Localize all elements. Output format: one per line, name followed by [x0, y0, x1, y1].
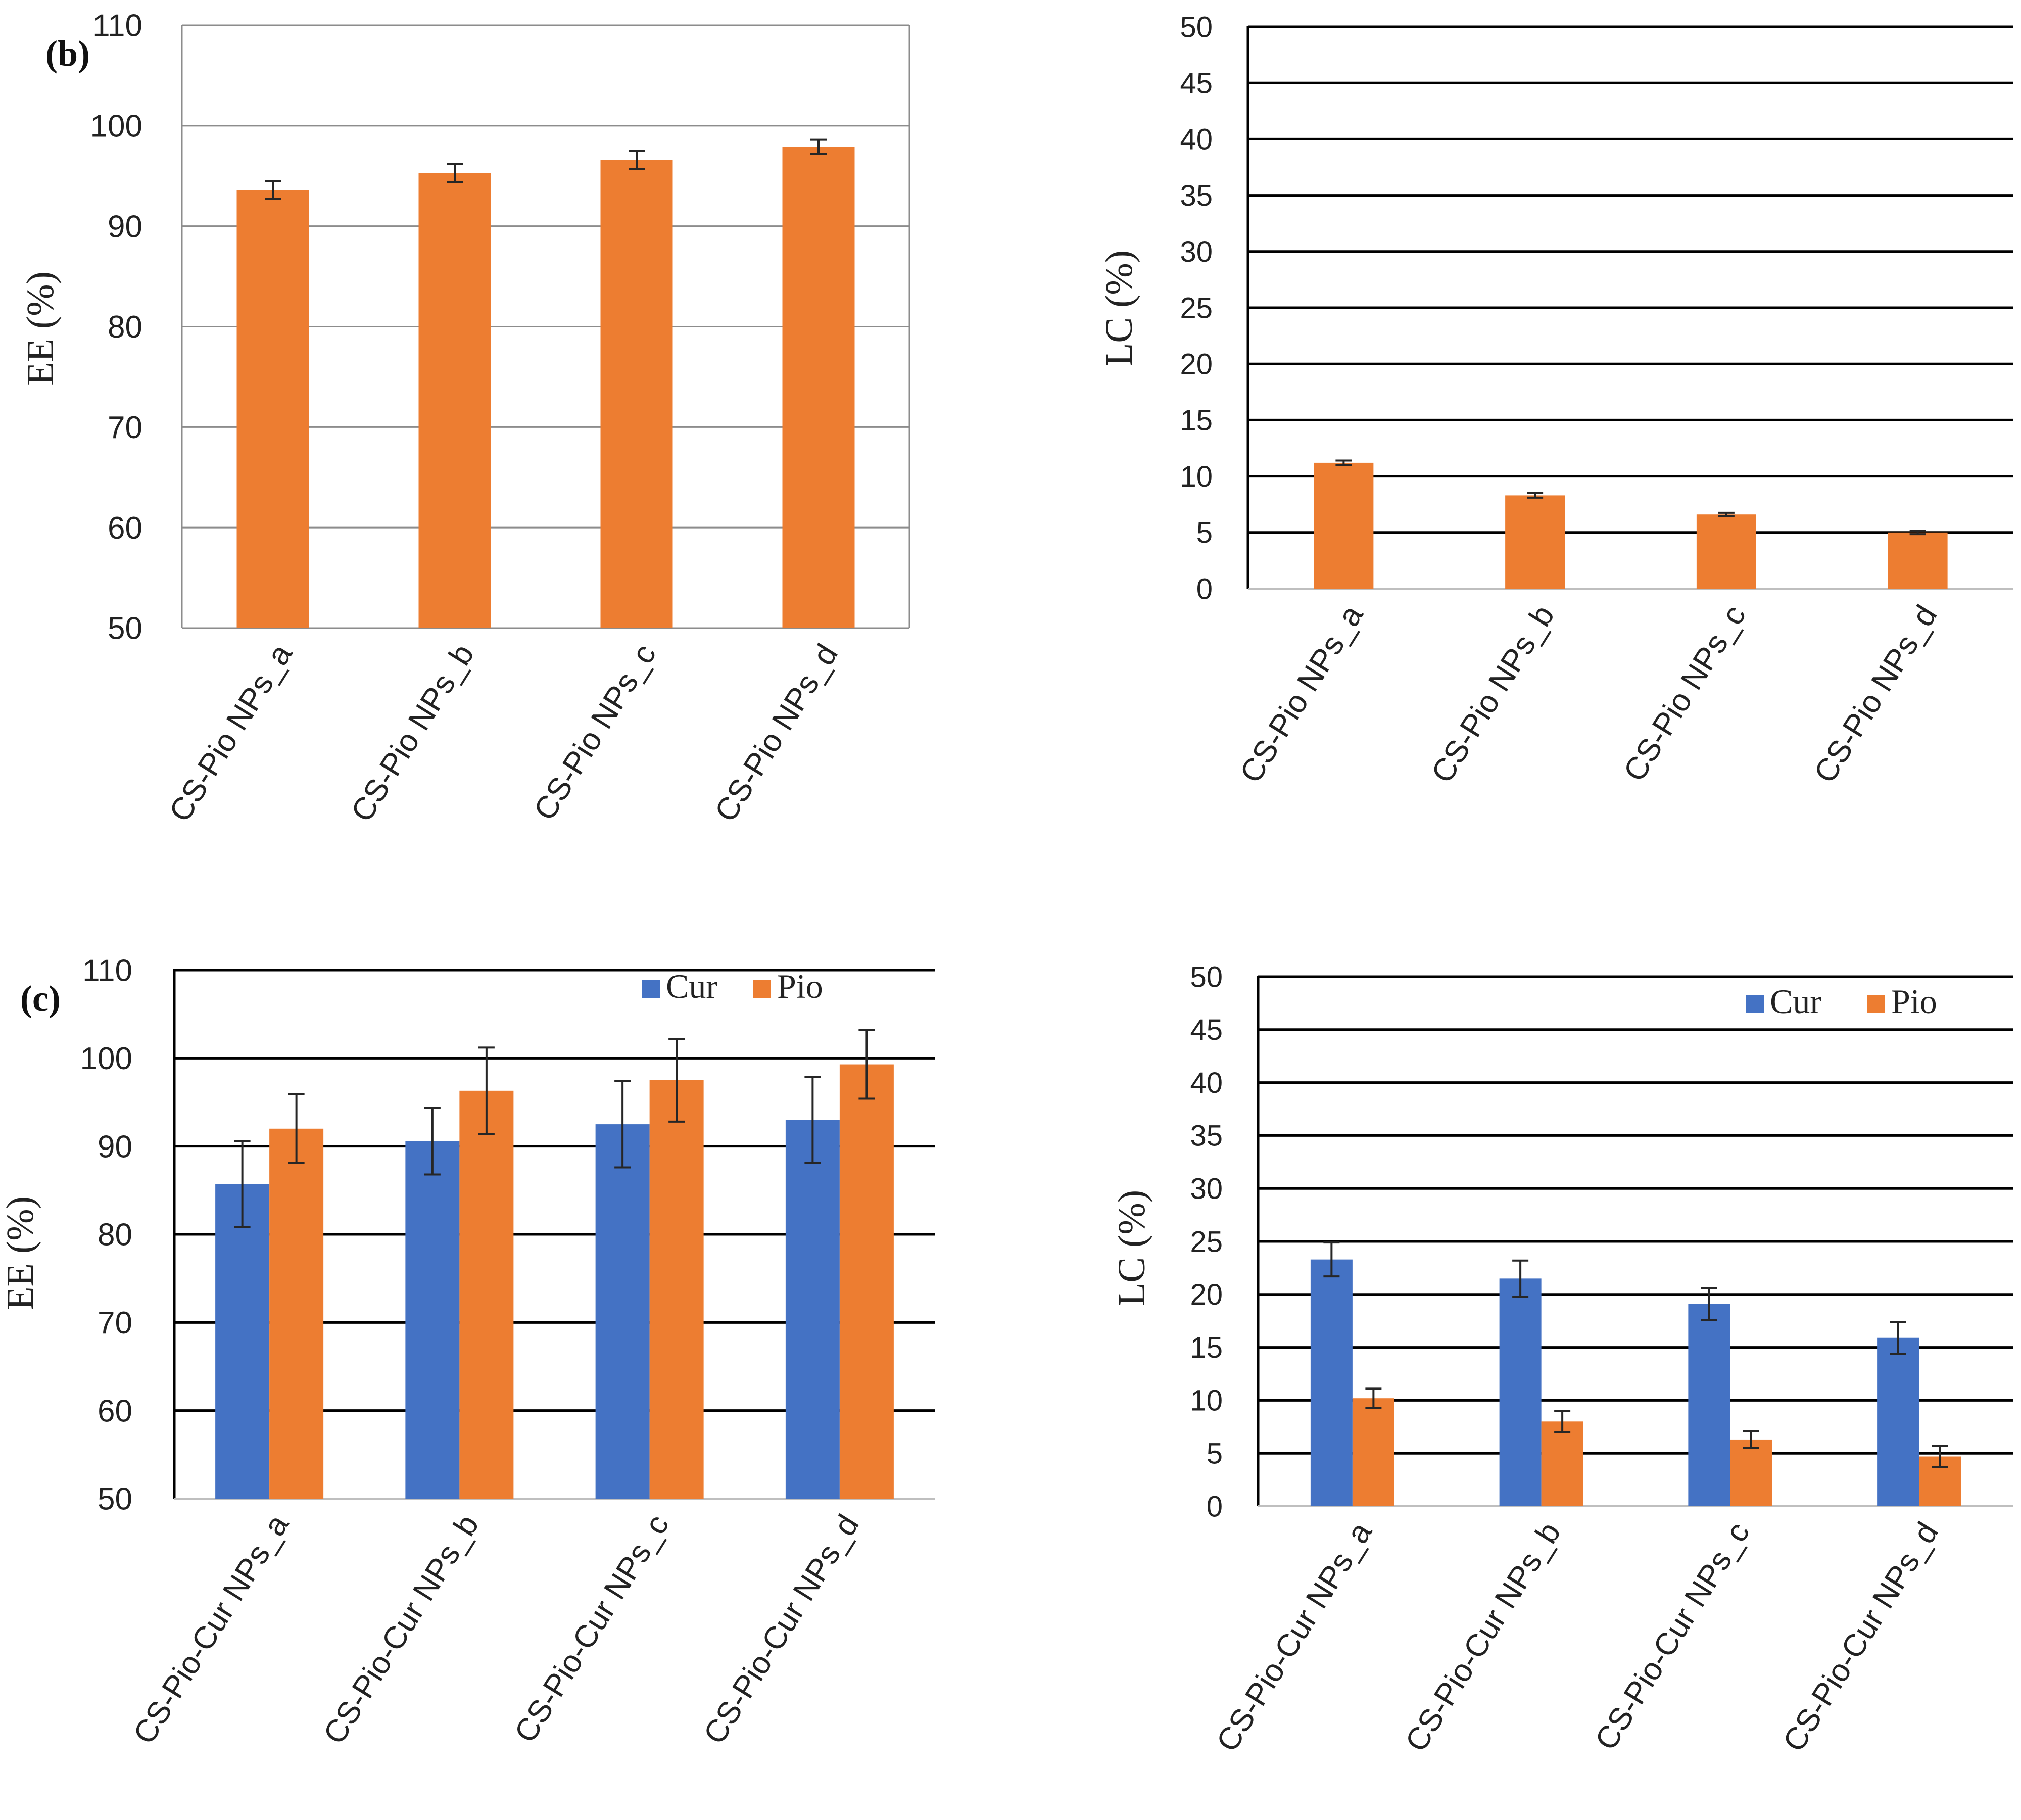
y-tick-label: 90 — [108, 209, 142, 244]
legend-label: Cur — [1770, 982, 1821, 1021]
y-tick-label: 35 — [1190, 1120, 1223, 1153]
y-tick-label: 80 — [108, 310, 142, 345]
y-tick-label: 80 — [98, 1218, 132, 1253]
y-tick-label: 40 — [1180, 123, 1213, 156]
legend-label: Pio — [777, 967, 823, 1005]
y-tick-label: 0 — [1196, 572, 1213, 605]
bar — [1696, 514, 1756, 589]
x-tick-label: CS-Pio NPs_b — [1425, 599, 1561, 789]
y-axis-title: LC (%) — [1111, 1190, 1153, 1306]
y-tick-label: 25 — [1190, 1225, 1223, 1258]
x-tick-label: CS-Pio NPs_c — [1617, 599, 1752, 788]
legend: Cur Pio — [642, 967, 823, 1005]
y-tick-label: 10 — [1190, 1384, 1223, 1417]
legend-swatch — [1867, 995, 1885, 1013]
legend: Cur Pio — [1746, 982, 1937, 1021]
bar — [785, 1120, 840, 1499]
y-tick-label: 50 — [98, 1482, 132, 1517]
y-tick-label: 25 — [1180, 292, 1213, 324]
bar — [405, 1141, 460, 1499]
bar — [839, 1064, 894, 1499]
bar — [1888, 532, 1948, 589]
y-tick-label: 90 — [98, 1129, 132, 1164]
y-tick-label: 30 — [1190, 1173, 1223, 1206]
x-tick-label: CS-Pio NPs_d — [708, 638, 845, 828]
bar — [215, 1184, 270, 1499]
legend-swatch — [642, 980, 660, 998]
y-tick-label: 50 — [1180, 11, 1213, 43]
y-tick-label: 40 — [1190, 1067, 1223, 1099]
y-tick-label: 100 — [90, 109, 142, 144]
y-tick-label: 35 — [1180, 179, 1213, 212]
bar — [595, 1124, 650, 1499]
bar — [1352, 1398, 1394, 1506]
bar — [459, 1090, 514, 1499]
y-tick-label: 100 — [80, 1041, 132, 1076]
bar — [649, 1080, 704, 1499]
x-tick-label: CS-Pio NPs_d — [1807, 599, 1944, 789]
y-tick-label: 45 — [1190, 1014, 1223, 1046]
y-tick-label: 70 — [108, 410, 142, 445]
panel-label: (b) — [45, 33, 90, 74]
bar — [1688, 1304, 1730, 1506]
x-tick-label: CS-Pio-Cur NPs_a — [1210, 1516, 1379, 1757]
chart-1: 50 60 70 80 90 100 110 CS-Pio NPs_a CS-Pio NPs_b… — [19, 9, 910, 828]
bar — [1505, 495, 1565, 589]
legend-swatch — [753, 980, 771, 998]
y-tick-label: 5 — [1207, 1438, 1223, 1470]
bar — [1541, 1421, 1583, 1506]
y-tick-label: 15 — [1180, 404, 1213, 437]
y-tick-label: 10 — [1180, 460, 1213, 493]
y-tick-label: 45 — [1180, 67, 1213, 100]
y-tick-label: 70 — [98, 1306, 132, 1340]
x-tick-label: CS-Pio-Cur NPs_c — [1589, 1516, 1756, 1756]
bar — [1314, 462, 1374, 589]
y-axis-title: EE (%) — [0, 1196, 41, 1310]
x-tick-label: CS-Pio-Cur NPs_b — [1399, 1516, 1567, 1758]
y-tick-label: 5 — [1196, 516, 1213, 549]
legend-swatch — [1746, 995, 1764, 1013]
y-tick-label: 0 — [1207, 1490, 1223, 1523]
bar — [1310, 1259, 1353, 1506]
x-tick-label: CS-Pio-Cur NPs_b — [317, 1509, 486, 1750]
bar — [600, 160, 673, 629]
y-axis-title: EE (%) — [19, 271, 62, 386]
bar — [1877, 1337, 1919, 1506]
bar — [782, 147, 855, 628]
x-tick-label: CS-Pio-Cur NPs_c — [508, 1509, 676, 1749]
x-tick-label: CS-Pio NPs_b — [345, 638, 481, 828]
y-tick-label: 20 — [1180, 348, 1213, 381]
y-axis-title: LC (%) — [1098, 250, 1140, 366]
x-tick-label: CS-Pio NPs_a — [1233, 599, 1370, 789]
y-tick-label: 110 — [92, 9, 142, 43]
legend-label: Cur — [666, 967, 717, 1005]
y-tick-label: 50 — [108, 611, 142, 646]
y-tick-label: 15 — [1190, 1331, 1223, 1364]
x-tick-label: CS-Pio-Cur NPs_a — [127, 1508, 296, 1750]
x-tick-label: CS-Pio NPs_a — [163, 638, 300, 828]
x-tick-label: CS-Pio NPs_c — [527, 638, 662, 827]
y-tick-label: 30 — [1180, 235, 1213, 268]
panel-label: (c) — [20, 978, 61, 1019]
bar — [1499, 1278, 1542, 1506]
bar — [269, 1128, 324, 1499]
x-tick-label: CS-Pio-Cur NPs_d — [1776, 1516, 1945, 1758]
bar — [418, 173, 491, 628]
bar — [1730, 1439, 1772, 1506]
legend-label: Pio — [1891, 982, 1937, 1021]
y-tick-label: 20 — [1190, 1278, 1223, 1311]
y-tick-label: 110 — [82, 953, 132, 988]
y-tick-label: 50 — [1190, 961, 1223, 993]
y-tick-label: 60 — [98, 1394, 132, 1428]
bar — [236, 190, 309, 628]
chart-2: 0 5 10 15 20 25 30 35 40 45 50 CS-Pio NPs_a CS-Pio N… — [1098, 11, 2013, 789]
x-tick-label: CS-Pio-Cur NPs_d — [697, 1509, 866, 1750]
y-tick-label: 60 — [108, 511, 142, 546]
